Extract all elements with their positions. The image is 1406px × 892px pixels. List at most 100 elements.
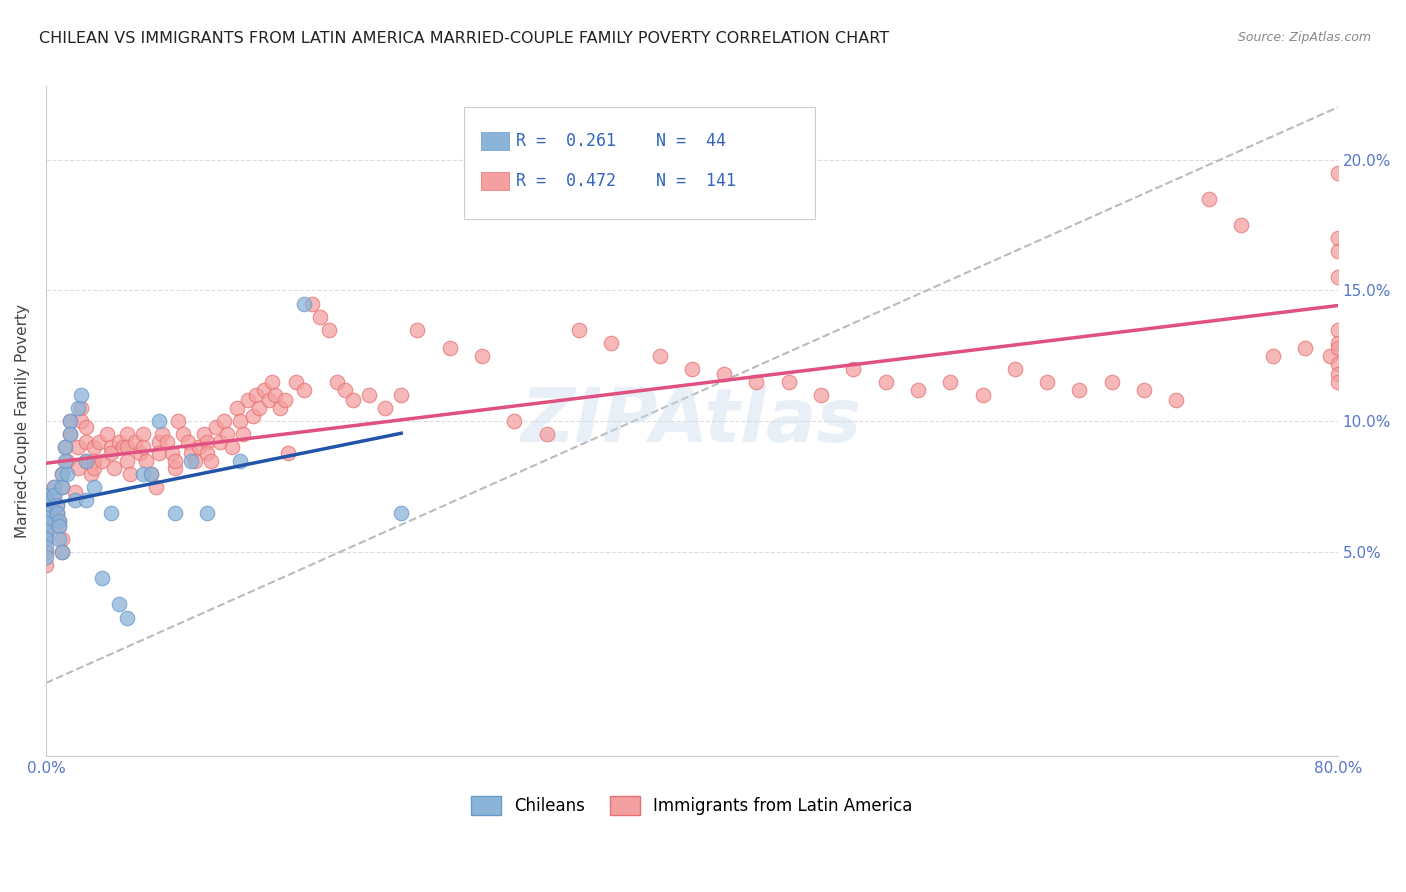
Point: [180, 453, 202, 467]
Point: [232, 427, 254, 442]
Point: [48, 514, 70, 528]
Point: [245, 388, 267, 402]
Point: [35, 492, 58, 507]
Point: [1069, 383, 1091, 397]
Point: [172, 427, 194, 442]
Point: [35, 532, 58, 546]
Point: [80, 467, 103, 481]
Point: [1230, 218, 1253, 232]
Point: [193, 427, 215, 442]
Point: [91, 453, 114, 467]
Point: [1326, 231, 1348, 245]
Point: [1319, 349, 1341, 363]
Point: [842, 362, 865, 376]
Point: [56, 467, 79, 481]
Point: [212, 414, 235, 428]
Point: [145, 480, 167, 494]
Point: [568, 323, 591, 337]
Point: [1004, 362, 1026, 376]
Point: [115, 453, 138, 467]
Point: [70, 414, 93, 428]
Point: [160, 446, 183, 460]
Point: [150, 427, 173, 442]
Point: [42, 480, 65, 494]
Point: [277, 446, 299, 460]
Point: [51, 480, 73, 494]
Point: [35, 498, 58, 512]
Text: R =  0.261    N =  44: R = 0.261 N = 44: [516, 132, 725, 150]
Point: [183, 453, 205, 467]
Point: [875, 375, 897, 389]
Point: [70, 401, 93, 416]
Point: [939, 375, 962, 389]
Point: [59, 427, 82, 442]
Point: [229, 453, 252, 467]
Text: ZIPAtlas: ZIPAtlas: [522, 384, 862, 458]
Point: [374, 401, 396, 416]
Point: [1198, 192, 1220, 206]
Point: [35, 492, 58, 507]
Point: [75, 453, 97, 467]
Point: [471, 349, 494, 363]
Point: [35, 532, 58, 546]
Point: [188, 441, 211, 455]
Point: [200, 453, 222, 467]
Point: [148, 446, 170, 460]
Point: [292, 296, 315, 310]
Point: [1326, 270, 1348, 285]
Point: [1263, 349, 1285, 363]
Point: [100, 506, 122, 520]
Point: [778, 375, 800, 389]
Point: [135, 453, 157, 467]
Point: [70, 388, 93, 402]
Point: [972, 388, 994, 402]
Point: [75, 453, 97, 467]
Point: [215, 427, 238, 442]
Point: [1101, 375, 1123, 389]
Point: [1133, 383, 1156, 397]
Point: [112, 441, 135, 455]
Point: [35, 519, 58, 533]
Point: [681, 362, 703, 376]
Point: [165, 506, 187, 520]
Text: Source: ZipAtlas.com: Source: ZipAtlas.com: [1237, 31, 1371, 45]
Point: [83, 480, 105, 494]
Point: [83, 441, 105, 455]
Point: [1036, 375, 1059, 389]
Point: [35, 506, 58, 520]
Point: [115, 441, 138, 455]
Point: [35, 487, 58, 501]
Point: [75, 435, 97, 450]
Point: [48, 519, 70, 533]
Point: [1294, 341, 1316, 355]
Point: [648, 349, 671, 363]
Point: [115, 427, 138, 442]
Point: [48, 519, 70, 533]
Point: [35, 545, 58, 559]
Point: [83, 453, 105, 467]
Point: [1326, 341, 1348, 355]
Point: [46, 498, 69, 512]
Point: [1326, 375, 1348, 389]
Point: [389, 388, 412, 402]
Point: [236, 393, 259, 408]
Point: [167, 414, 190, 428]
Point: [247, 401, 270, 416]
Point: [165, 453, 187, 467]
Point: [48, 532, 70, 546]
Point: [53, 441, 76, 455]
Point: [810, 388, 832, 402]
Point: [907, 383, 929, 397]
Point: [148, 435, 170, 450]
Point: [713, 368, 735, 382]
Point: [67, 401, 90, 416]
Point: [53, 441, 76, 455]
Point: [59, 414, 82, 428]
Point: [503, 414, 526, 428]
Point: [600, 335, 623, 350]
Point: [96, 427, 118, 442]
Point: [139, 467, 162, 481]
Point: [1326, 244, 1348, 259]
Point: [139, 467, 162, 481]
Point: [51, 467, 73, 481]
